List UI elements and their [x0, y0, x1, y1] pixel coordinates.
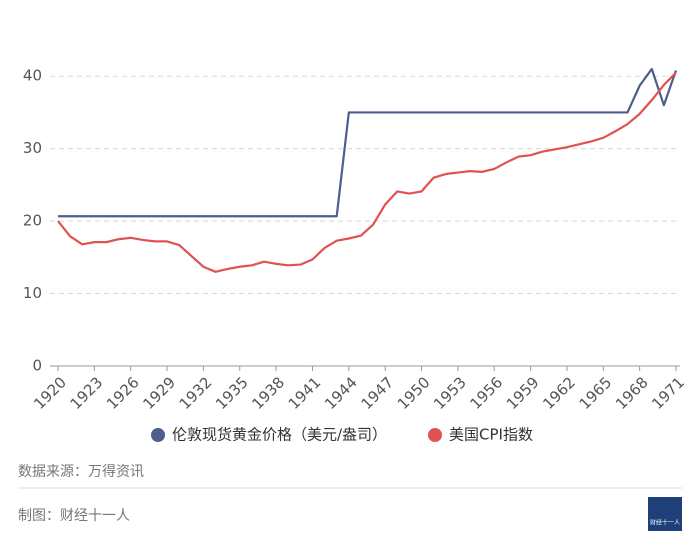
x-tick-label: 1953 — [430, 373, 470, 413]
x-tick-label: 1968 — [612, 373, 652, 413]
series-line — [58, 67, 678, 218]
y-tick-label: 40 — [23, 67, 42, 85]
x-tick-label: 1971 — [648, 373, 688, 413]
legend-marker — [151, 428, 165, 442]
x-tick-label: 1938 — [248, 373, 288, 413]
y-tick-label: 20 — [23, 212, 42, 230]
legend-label: 伦敦现货黄金价格（美元/盎司） — [172, 426, 387, 444]
x-tick-label: 1965 — [576, 373, 616, 413]
x-tick-label: 1941 — [285, 373, 325, 413]
x-tick-label: 1929 — [139, 373, 179, 413]
logo-box — [648, 497, 682, 531]
y-tick-label: 0 — [32, 357, 42, 375]
credit-note: 制图：财经十一人 — [18, 508, 130, 524]
x-tick-label: 1959 — [503, 373, 543, 413]
legend-label: 美国CPI指数 — [449, 426, 533, 444]
x-tick-label: 1923 — [67, 373, 107, 413]
x-tick-label: 1947 — [357, 373, 397, 413]
x-tick-label: 1950 — [394, 373, 434, 413]
source-note: 数据来源：万得资讯 — [18, 463, 144, 480]
x-tick-label: 1944 — [321, 373, 361, 413]
logo-text: 财经十一人 — [650, 519, 680, 527]
y-tick-label: 10 — [23, 284, 42, 302]
x-tick-label: 1932 — [176, 373, 216, 413]
y-tick-label: 30 — [23, 139, 42, 157]
x-tick-label: 1956 — [467, 373, 507, 413]
x-tick-label: 1962 — [539, 373, 579, 413]
x-tick-label: 1926 — [103, 373, 143, 413]
series-line — [57, 71, 677, 273]
x-tick-label: 1920 — [30, 373, 70, 413]
legend-marker — [428, 428, 442, 442]
x-tick-label: 1935 — [212, 373, 252, 413]
